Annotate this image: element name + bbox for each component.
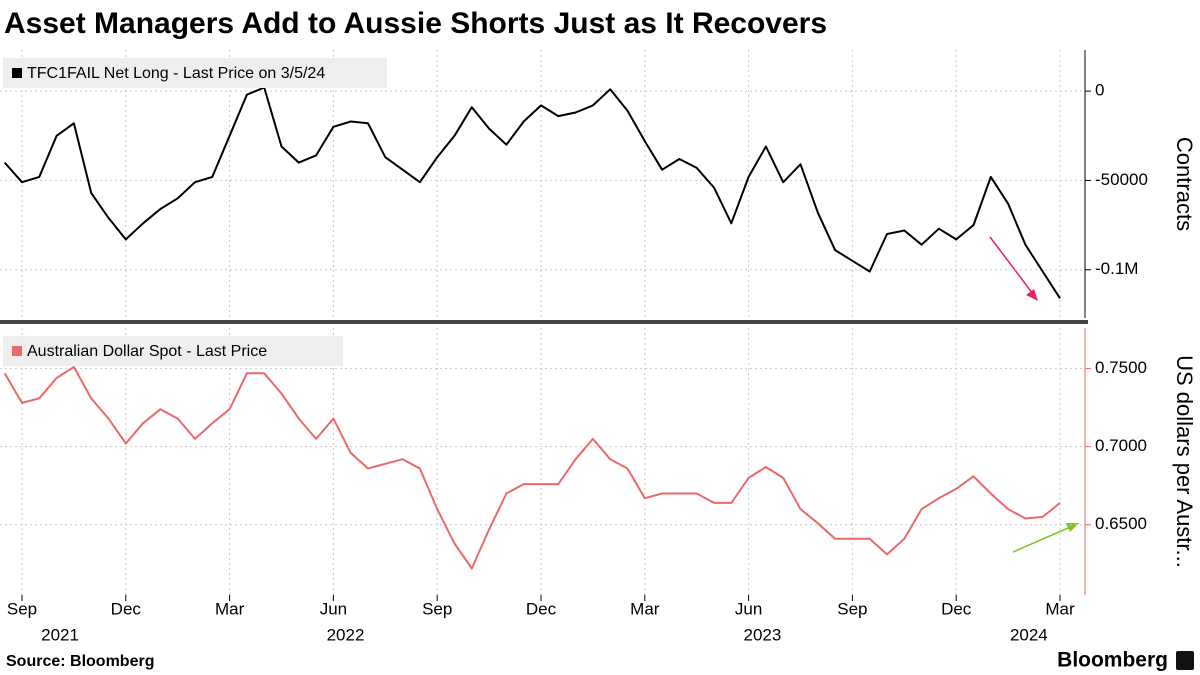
x-group-label: 2024 <box>1010 625 1048 644</box>
x-tick-label: Dec <box>941 599 972 618</box>
x-tick-label: Mar <box>1045 599 1075 618</box>
legend-swatch <box>12 68 22 78</box>
panel-separator <box>0 320 1088 324</box>
legend-background <box>3 336 343 366</box>
legend-swatch <box>12 346 22 356</box>
x-tick-label: Mar <box>630 599 660 618</box>
brand-icon <box>1176 651 1194 670</box>
legend-label: TFC1FAIL Net Long - Last Price on 3/5/24 <box>27 65 325 82</box>
x-tick-label: Sep <box>422 599 452 618</box>
y-tick-label: 0.6500 <box>1095 514 1147 533</box>
brand-logo: Bloomberg <box>1057 649 1168 672</box>
legend-background <box>3 58 387 88</box>
y-tick-label: 0 <box>1095 81 1104 100</box>
source-note: Source: Bloomberg <box>6 653 154 670</box>
x-group-label: 2021 <box>41 625 79 644</box>
annotation-arrow-red <box>989 236 1038 301</box>
chart-title: Asset Managers Add to Aussie Shorts Just… <box>4 7 827 40</box>
y-tick-label: 0.7500 <box>1095 358 1147 377</box>
y-axis-title: US dollars per Austr... <box>1172 355 1197 568</box>
x-group-label: 2022 <box>327 625 365 644</box>
x-tick-label: Sep <box>7 599 37 618</box>
x-tick-label: Dec <box>526 599 557 618</box>
x-tick-label: Sep <box>837 599 867 618</box>
x-tick-label: Jun <box>320 599 347 618</box>
legend-label: Australian Dollar Spot - Last Price <box>27 343 267 360</box>
y-tick-label: -0.1M <box>1095 259 1138 278</box>
x-tick-label: Jun <box>735 599 762 618</box>
x-tick-label: Mar <box>215 599 245 618</box>
x-tick-label: Dec <box>111 599 142 618</box>
annotation-arrow-green <box>1012 523 1079 553</box>
y-axis-title: Contracts <box>1172 137 1197 231</box>
y-tick-label: -50000 <box>1095 170 1148 189</box>
y-tick-label: 0.7000 <box>1095 436 1147 455</box>
data-line <box>3 366 1061 570</box>
x-group-label: 2023 <box>744 625 782 644</box>
data-line <box>3 86 1061 299</box>
